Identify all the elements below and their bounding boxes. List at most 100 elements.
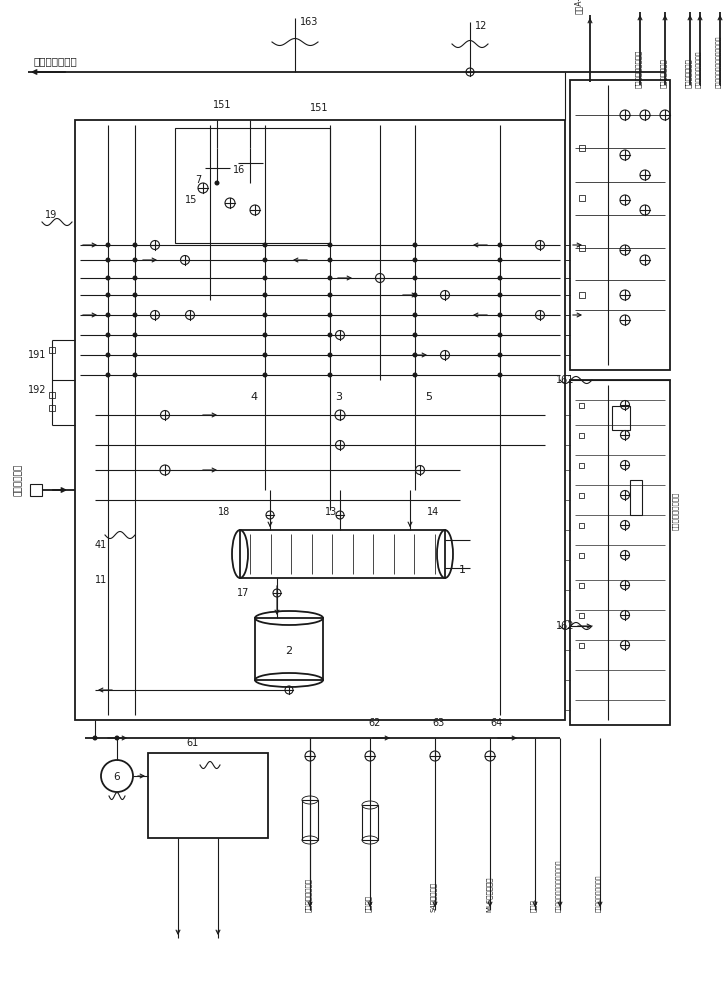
Bar (579, 643, 584, 648)
Bar (49, 347, 55, 353)
Text: 13: 13 (325, 507, 336, 517)
Text: 61: 61 (186, 738, 198, 748)
Circle shape (328, 242, 333, 247)
Circle shape (328, 332, 333, 338)
Circle shape (133, 292, 138, 298)
Bar (630, 480, 642, 515)
Text: 来自A-01A/B: 来自A-01A/B (574, 0, 583, 14)
Circle shape (328, 353, 333, 358)
Circle shape (262, 275, 268, 280)
Text: 6: 6 (114, 772, 120, 782)
Text: 151: 151 (213, 100, 231, 110)
Circle shape (215, 180, 220, 186)
Circle shape (413, 292, 418, 298)
Text: 入装置液氮由此管线: 入装置液氮由此管线 (671, 492, 679, 530)
Bar (579, 612, 584, 617)
Circle shape (413, 353, 418, 358)
Circle shape (262, 242, 268, 247)
Circle shape (262, 292, 268, 298)
Circle shape (413, 312, 418, 318)
Text: 163: 163 (300, 17, 318, 27)
Circle shape (497, 353, 502, 358)
Bar (579, 582, 584, 587)
Bar (579, 292, 585, 298)
Circle shape (497, 257, 502, 262)
Circle shape (413, 275, 418, 280)
Circle shape (115, 736, 120, 740)
Circle shape (133, 353, 138, 358)
Circle shape (328, 372, 333, 377)
Text: 液化气: 液化气 (531, 899, 537, 912)
Bar (148, 753, 268, 838)
Circle shape (413, 332, 418, 338)
Circle shape (106, 257, 110, 262)
Circle shape (262, 332, 268, 338)
Circle shape (328, 312, 333, 318)
Text: 63: 63 (432, 718, 444, 728)
Text: 来自液氮系统: 来自液氮系统 (14, 464, 22, 496)
Text: 192: 192 (28, 385, 46, 395)
Circle shape (106, 242, 110, 247)
Text: 1: 1 (459, 565, 466, 575)
Text: 151: 151 (310, 103, 328, 113)
Text: 半产品气与系统气来自低温装置: 半产品气与系统气来自低温装置 (716, 35, 722, 88)
Text: MLS中低甲烷气: MLS中低甲烷气 (486, 876, 492, 912)
Circle shape (413, 242, 418, 247)
Circle shape (133, 332, 138, 338)
Bar (362, 805, 378, 840)
Circle shape (328, 275, 333, 280)
Bar (570, 80, 670, 370)
Circle shape (413, 372, 418, 377)
Text: 低温液氮与精馏塔: 低温液氮与精馏塔 (305, 878, 312, 912)
Text: S4低压甲烷气: S4低压甲烷气 (431, 882, 437, 912)
Bar (175, 128, 330, 243)
Text: 16: 16 (233, 165, 245, 175)
Text: 162: 162 (556, 621, 574, 631)
Bar (240, 530, 445, 578)
Bar (570, 380, 670, 725)
Text: 合成气去甲醇洗: 合成气去甲醇洗 (34, 56, 78, 66)
Text: 11: 11 (95, 575, 107, 585)
Text: 半产品气与系统: 半产品气与系统 (660, 58, 667, 88)
Circle shape (133, 312, 138, 318)
Bar (30, 484, 42, 496)
Circle shape (413, 257, 418, 262)
Text: 191: 191 (28, 350, 46, 360)
Circle shape (106, 312, 110, 318)
Circle shape (133, 372, 138, 377)
Text: 161: 161 (556, 375, 574, 385)
Bar (579, 245, 585, 251)
Circle shape (262, 257, 268, 262)
Text: 15: 15 (185, 195, 197, 205)
Circle shape (262, 372, 268, 377)
Circle shape (133, 257, 138, 262)
Bar (255, 618, 323, 680)
Text: 4: 4 (250, 392, 257, 402)
Text: 12: 12 (475, 21, 487, 31)
Bar (302, 800, 318, 840)
Bar (579, 462, 584, 468)
Circle shape (106, 332, 110, 338)
Bar (612, 406, 630, 430)
Circle shape (497, 372, 502, 377)
Text: 17: 17 (237, 588, 249, 598)
Circle shape (106, 292, 110, 298)
Circle shape (497, 312, 502, 318)
Text: 合成塔干气与系统工艺: 合成塔干气与系统工艺 (597, 874, 602, 912)
Circle shape (497, 292, 502, 298)
Text: 半产品气与系统气来自低温装置: 半产品气与系统气来自低温装置 (556, 859, 562, 912)
Text: 半精炼气与系统: 半精炼气与系统 (685, 58, 692, 88)
Circle shape (497, 242, 502, 247)
Bar (579, 195, 585, 201)
Text: 来自低温液氮与系统: 来自低温液氮与系统 (635, 50, 642, 88)
Bar (579, 552, 584, 558)
Circle shape (262, 312, 268, 318)
Bar (579, 432, 584, 438)
Circle shape (106, 275, 110, 280)
Text: 19: 19 (45, 210, 57, 220)
Bar (75, 120, 565, 720)
Bar (579, 145, 585, 151)
Text: 富水生气: 富水生气 (365, 895, 372, 912)
Text: 7: 7 (195, 175, 202, 185)
Text: 5: 5 (425, 392, 432, 402)
